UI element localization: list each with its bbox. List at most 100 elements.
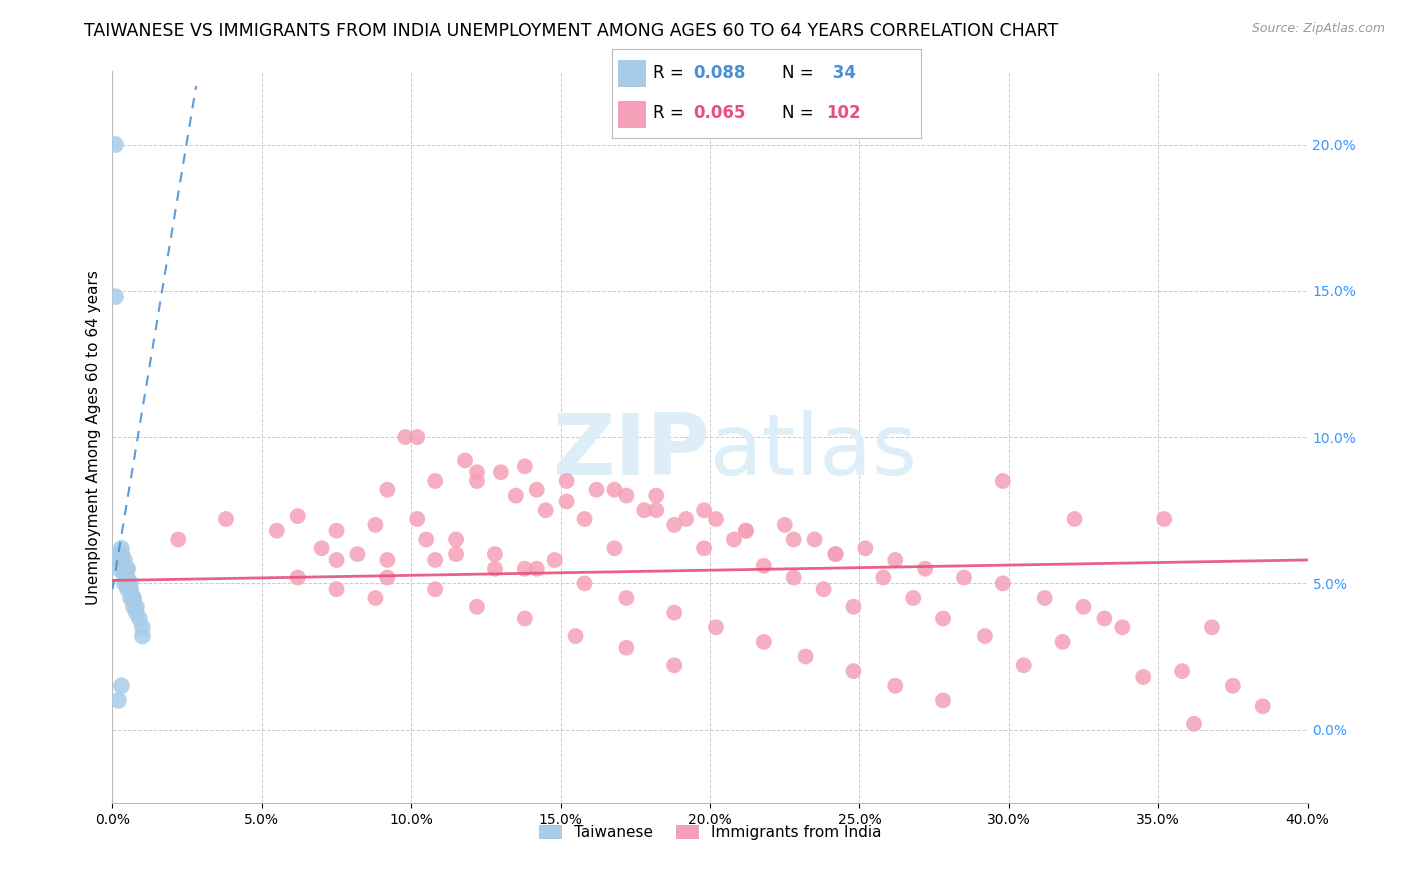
Point — [107, 693, 129, 707]
Point — [377, 553, 399, 567]
Text: 0.065: 0.065 — [693, 103, 747, 122]
Point — [122, 599, 145, 614]
Point — [914, 562, 936, 576]
Point — [1111, 620, 1133, 634]
Point — [932, 693, 955, 707]
Point — [842, 664, 865, 678]
Point — [377, 570, 399, 584]
FancyBboxPatch shape — [617, 101, 645, 128]
Point — [884, 679, 907, 693]
Point — [752, 635, 775, 649]
Text: ZIP: ZIP — [553, 410, 710, 493]
Point — [125, 606, 148, 620]
Point — [585, 483, 607, 497]
Point — [287, 570, 309, 584]
Point — [128, 611, 150, 625]
Point — [813, 582, 835, 597]
Point — [932, 611, 955, 625]
Point — [1052, 635, 1074, 649]
Point — [664, 606, 686, 620]
Point — [526, 483, 548, 497]
Point — [110, 541, 132, 556]
Point — [633, 503, 655, 517]
Text: Source: ZipAtlas.com: Source: ZipAtlas.com — [1251, 22, 1385, 36]
Point — [415, 533, 437, 547]
Point — [406, 512, 429, 526]
Point — [117, 576, 139, 591]
Point — [117, 562, 139, 576]
Point — [603, 483, 626, 497]
Point — [675, 512, 697, 526]
Point — [645, 489, 668, 503]
Point — [215, 512, 238, 526]
Point — [616, 640, 638, 655]
Point — [693, 503, 716, 517]
Legend: Taiwanese, Immigrants from India: Taiwanese, Immigrants from India — [533, 819, 887, 847]
Point — [364, 591, 387, 605]
Point — [664, 517, 686, 532]
Point — [704, 512, 727, 526]
Point — [325, 582, 347, 597]
Point — [114, 553, 135, 567]
Point — [555, 494, 578, 508]
Text: 34: 34 — [827, 63, 856, 82]
Point — [120, 576, 142, 591]
Point — [855, 541, 877, 556]
Point — [1182, 716, 1205, 731]
Point — [704, 620, 727, 634]
Point — [325, 524, 347, 538]
Point — [543, 553, 565, 567]
Point — [167, 533, 190, 547]
Point — [120, 582, 142, 597]
Point — [783, 533, 806, 547]
Text: N =: N = — [782, 63, 818, 82]
Point — [444, 533, 467, 547]
Point — [824, 547, 846, 561]
Text: R =: R = — [654, 103, 689, 122]
Point — [465, 599, 488, 614]
Point — [117, 582, 139, 597]
Point — [120, 582, 142, 597]
Point — [346, 547, 368, 561]
Point — [114, 570, 135, 584]
Point — [125, 599, 148, 614]
Point — [117, 562, 139, 576]
Point — [110, 553, 132, 567]
Point — [117, 576, 139, 591]
Point — [406, 430, 429, 444]
Point — [107, 562, 129, 576]
Point — [114, 562, 135, 576]
Point — [117, 570, 139, 584]
Point — [444, 547, 467, 561]
Point — [616, 489, 638, 503]
Point — [803, 533, 825, 547]
Point — [425, 553, 447, 567]
Point — [484, 562, 506, 576]
Point — [131, 620, 153, 634]
Point — [664, 658, 686, 673]
Point — [394, 430, 416, 444]
Point — [693, 541, 716, 556]
Point — [311, 541, 333, 556]
Point — [555, 474, 578, 488]
Point — [872, 570, 894, 584]
Point — [794, 649, 817, 664]
Point — [603, 541, 626, 556]
Point — [752, 558, 775, 573]
Text: 102: 102 — [827, 103, 862, 122]
Point — [110, 547, 132, 561]
Point — [110, 547, 132, 561]
Point — [1073, 599, 1095, 614]
Point — [122, 591, 145, 605]
Point — [773, 517, 796, 532]
Point — [1222, 679, 1244, 693]
Point — [120, 591, 142, 605]
Point — [526, 562, 548, 576]
Point — [131, 629, 153, 643]
Point — [1063, 512, 1085, 526]
Point — [114, 576, 135, 591]
Text: 0.088: 0.088 — [693, 63, 747, 82]
Point — [1094, 611, 1116, 625]
Point — [465, 474, 488, 488]
Point — [574, 576, 596, 591]
